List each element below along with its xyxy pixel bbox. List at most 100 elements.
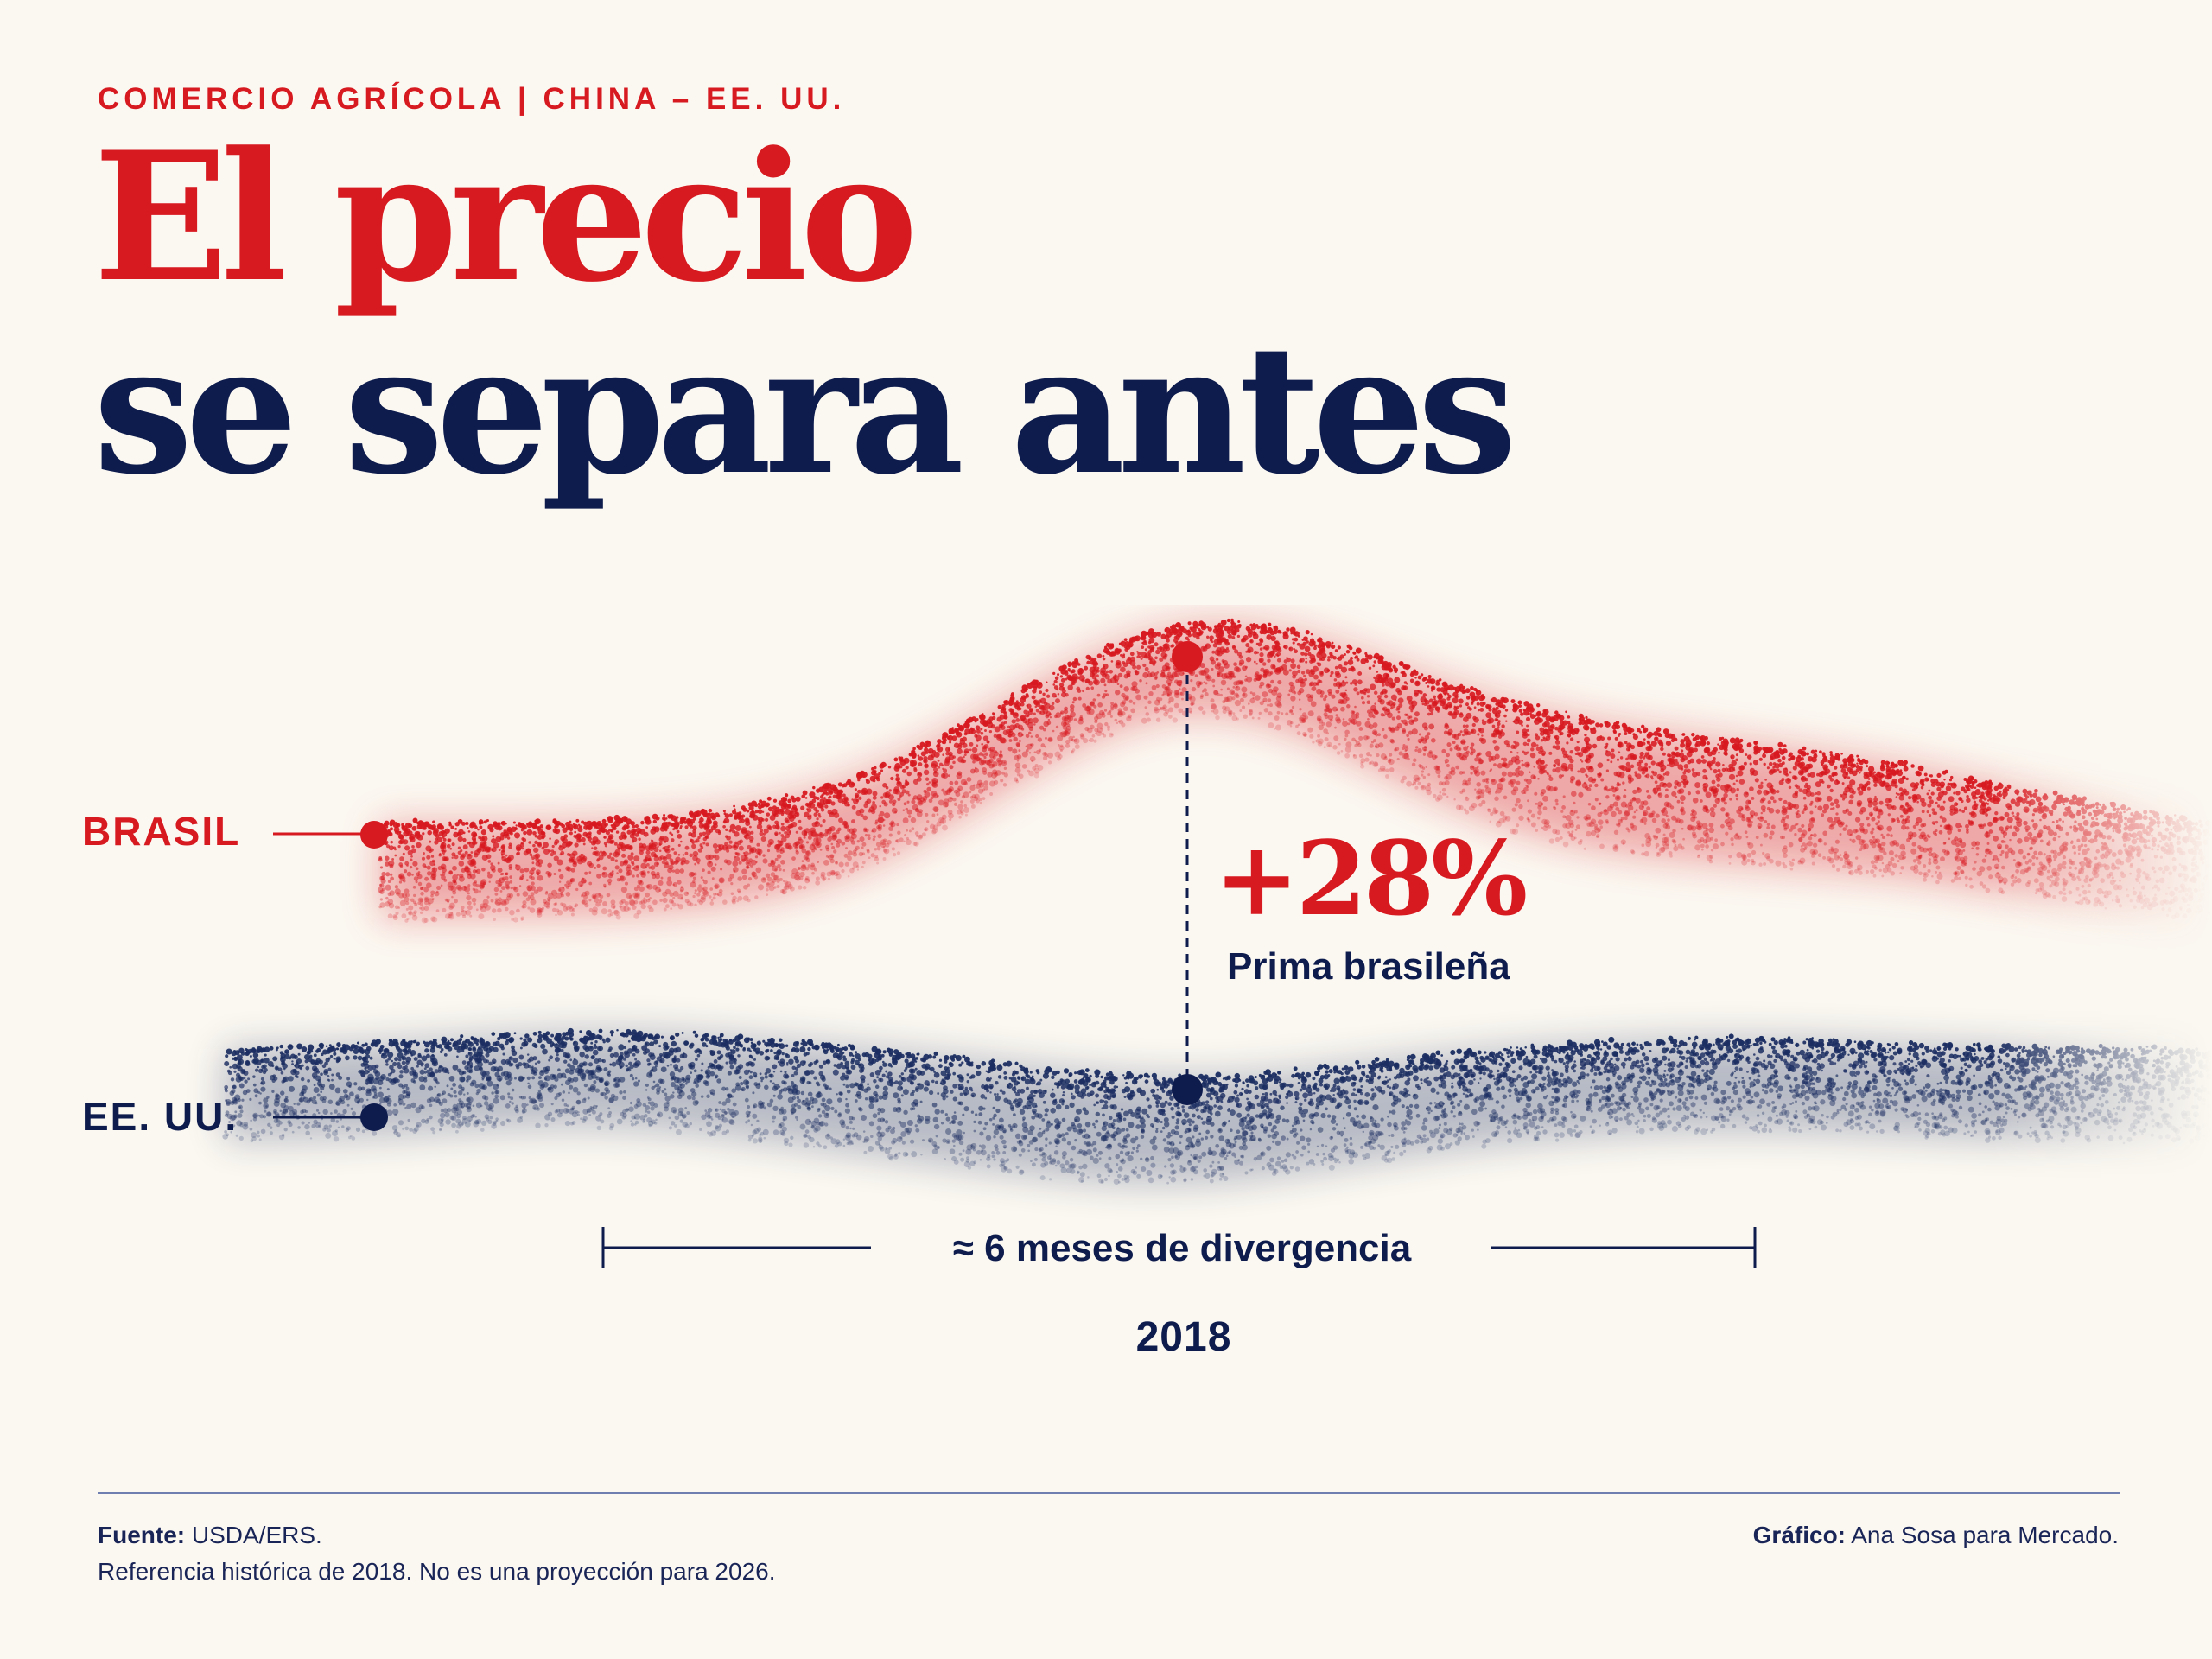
- brasil-dot: [1611, 810, 1617, 817]
- brasil-dot: [2054, 881, 2060, 887]
- brasil-dot: [1796, 785, 1801, 790]
- brasil-dot: [607, 855, 612, 859]
- brasil-dot: [1054, 698, 1061, 704]
- brasil-dot: [1268, 711, 1273, 716]
- brasil-dot: [1466, 745, 1470, 748]
- brasil-dot: [1267, 698, 1272, 702]
- brasil-dot: [700, 894, 706, 900]
- brasil-dot: [430, 890, 435, 895]
- brasil-dot: [1067, 684, 1073, 690]
- brasil-dot: [1603, 808, 1608, 813]
- brasil-dot: [1808, 836, 1813, 841]
- brasil-dot: [1999, 826, 2004, 831]
- brasil-dot: [881, 799, 887, 804]
- brasil-dot: [1103, 647, 1109, 654]
- brasil-dot: [410, 855, 413, 858]
- brasil-dot: [1093, 704, 1097, 709]
- brasil-dot: [1708, 827, 1715, 834]
- brasil-dot: [1485, 712, 1492, 719]
- brasil-dot: [634, 833, 639, 837]
- brasil-dot: [1471, 766, 1474, 769]
- brasil-dot: [2155, 879, 2160, 884]
- brasil-dot: [2135, 877, 2138, 880]
- brasil-dot: [1516, 730, 1520, 734]
- brasil-dot: [682, 854, 685, 856]
- brasil-dot: [1842, 827, 1847, 831]
- brasil-dot: [2042, 812, 2047, 817]
- brasil-dot: [1268, 622, 1272, 626]
- brasil-dot: [1805, 782, 1808, 786]
- brasil-dot: [2117, 849, 2123, 855]
- brasil-dot: [2146, 825, 2151, 830]
- brasil-dot: [1001, 760, 1007, 766]
- brasil-dot: [1525, 785, 1529, 787]
- brasil-dot: [805, 841, 810, 844]
- brasil-dot: [2089, 823, 2094, 828]
- brasil-dot: [1541, 789, 1547, 794]
- brasil-band: [377, 618, 2212, 924]
- brasil-dot: [1639, 755, 1643, 759]
- brasil-dot: [917, 754, 920, 757]
- brasil-dot: [830, 842, 834, 846]
- brasil-dot: [1965, 883, 1968, 887]
- brasil-dot: [526, 829, 533, 836]
- brasil-dot: [1448, 704, 1452, 708]
- brasil-dot: [1948, 779, 1953, 782]
- brasil-dot: [1311, 686, 1317, 692]
- brasil-dot: [547, 862, 552, 868]
- brasil-dot: [785, 842, 792, 849]
- brasil-dot: [1775, 809, 1781, 814]
- brasil-dot: [856, 840, 860, 843]
- brasil-dot: [2049, 879, 2052, 882]
- brasil-dot: [1936, 865, 1941, 870]
- brasil-dot: [2147, 839, 2151, 842]
- brasil-dot: [481, 849, 485, 852]
- brasil-dot: [640, 903, 646, 910]
- brasil-dot: [1194, 674, 1198, 677]
- brasil-dot: [1887, 768, 1891, 772]
- brasil-dot: [1350, 656, 1353, 660]
- brasil-dot: [613, 910, 620, 917]
- brasil-dot: [1057, 693, 1060, 696]
- brasil-dot: [1789, 828, 1793, 832]
- brasil-dot: [873, 766, 877, 770]
- brasil-dot: [1916, 800, 1919, 804]
- brasil-dot: [1521, 789, 1526, 795]
- brasil-dot: [444, 913, 451, 919]
- brasil-dot: [404, 869, 408, 874]
- brasil-dot: [1377, 655, 1384, 662]
- brasil-dot: [1070, 670, 1074, 674]
- brasil-dot: [2189, 893, 2194, 899]
- brasil-dot: [2176, 847, 2183, 854]
- brasil-dot: [1834, 854, 1840, 861]
- brasil-dot: [1878, 810, 1884, 816]
- brasil-dot: [1427, 685, 1430, 688]
- brasil-dot: [1795, 813, 1801, 819]
- brasil-dot: [2196, 828, 2201, 833]
- brasil-dot: [969, 741, 974, 747]
- brasil-dot: [512, 917, 518, 923]
- brasil-dot: [2177, 836, 2181, 841]
- brasil-dot: [1455, 744, 1459, 747]
- brasil-dot: [474, 866, 477, 869]
- brasil-dot: [1712, 843, 1719, 850]
- brasil-dot: [2208, 833, 2211, 836]
- brasil-dot: [1232, 712, 1236, 715]
- brasil-dot: [737, 895, 743, 901]
- brasil-dot: [2198, 888, 2202, 892]
- brasil-dot: [1580, 747, 1587, 753]
- brasil-dot: [1530, 822, 1536, 828]
- brasil-dot: [1792, 775, 1796, 779]
- brasil-dot: [734, 825, 741, 831]
- brasil-dot: [1124, 696, 1128, 701]
- brasil-dot: [918, 756, 924, 761]
- brasil-dot: [1319, 694, 1324, 698]
- brasil-dot: [1880, 833, 1884, 836]
- brasil-dot: [2031, 855, 2036, 860]
- brasil-dot: [2083, 843, 2088, 848]
- brasil-dot: [1029, 708, 1033, 713]
- brasil-dot: [683, 820, 688, 824]
- brasil-dot: [2197, 831, 2202, 836]
- brasil-dot: [1249, 623, 1253, 627]
- brasil-dot: [1530, 741, 1537, 748]
